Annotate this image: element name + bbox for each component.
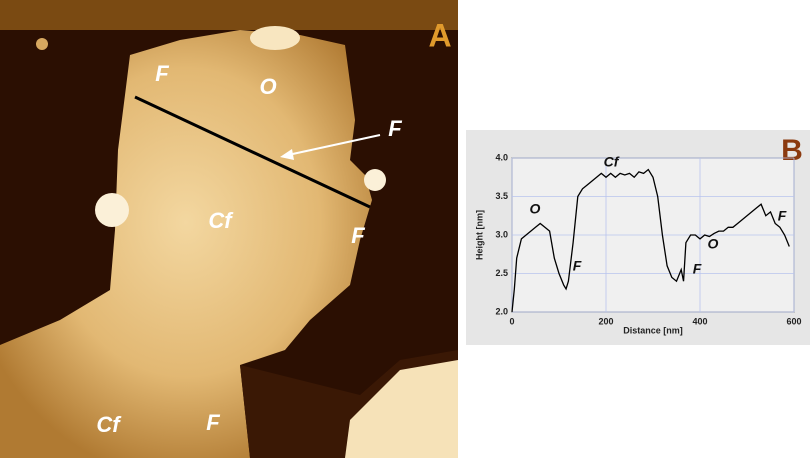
y-tick-label: 2.0 [495,306,508,316]
y-tick-label: 3.0 [495,229,508,239]
y-tick-label: 2.5 [495,268,508,278]
chart-annotation: F [693,261,702,277]
chart-annotation: O [708,236,719,252]
x-axis-label: Distance [nm] [623,325,683,335]
image-label: Cf [96,412,122,437]
figure: A B Distance [nm] Height [nm] FOFCfFCfF2… [0,0,810,458]
image-label: F [206,410,220,435]
image-label: F [155,61,169,86]
image-label: O [259,74,276,99]
panel-label: A [428,17,451,53]
x-tick-label: 200 [598,316,613,326]
x-tick-label: 400 [692,316,707,326]
chart-annotation: F [778,208,787,224]
x-tick-label: 600 [786,316,801,326]
x-tick-label: 0 [509,316,514,326]
chart-annotation: Cf [604,154,620,170]
y-tick-label: 3.5 [495,191,508,201]
panel-label: B [781,134,803,167]
image-label: F [388,116,402,141]
y-tick-label: 4.0 [495,152,508,162]
image-label: Cf [208,208,234,233]
image-label: F [351,223,365,248]
chart-annotation: O [530,201,541,217]
y-axis-label: Height [nm] [474,210,484,260]
chart-annotation: F [573,258,582,274]
